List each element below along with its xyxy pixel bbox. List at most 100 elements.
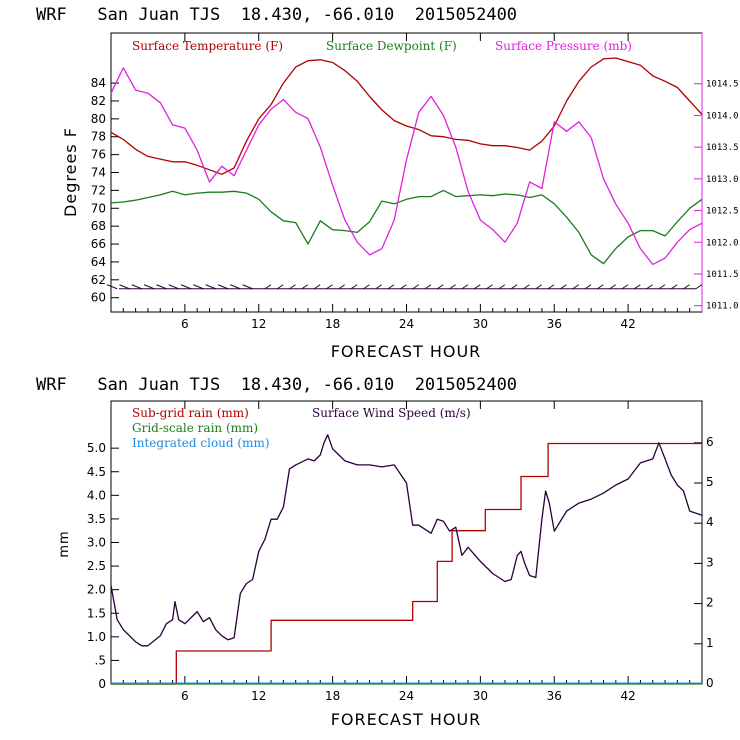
y-tick-label: 4.0 bbox=[87, 488, 106, 502]
x-tick-label: 12 bbox=[251, 317, 266, 331]
x-tick-label: 42 bbox=[620, 317, 635, 331]
top-chart-title: WRF San Juan TJS 18.430, -66.010 2015052… bbox=[36, 5, 517, 25]
y-tick-label: 3.5 bbox=[87, 512, 106, 526]
series-line-dewpoint bbox=[110, 189, 703, 265]
bottom-chart-legend: Sub-grid rain (mm) Grid-scale rain (mm) … bbox=[132, 406, 471, 450]
y-tick-label: 4.5 bbox=[87, 465, 106, 479]
top-chart-ylabel: Degrees F bbox=[61, 127, 80, 217]
y-tick-label: 0 bbox=[98, 677, 106, 691]
wind-barb bbox=[572, 284, 579, 290]
legend-surface-wind-speed: Surface Wind Speed (m/s) bbox=[312, 406, 471, 420]
y2-tick-label: 0 bbox=[706, 676, 714, 690]
wind-barb bbox=[473, 284, 481, 290]
y-tick-label: 62 bbox=[91, 273, 106, 287]
wind-barb bbox=[326, 284, 333, 290]
top-chart-wind-barbs bbox=[106, 284, 703, 290]
series-line-wind bbox=[110, 434, 703, 647]
top-chart-series bbox=[110, 57, 703, 266]
wind-barb bbox=[412, 284, 419, 290]
bottom-chart-y2-ticks: 0 1 2 3 4 5 6 bbox=[694, 435, 714, 690]
y-tick-label: 60 bbox=[91, 291, 106, 305]
y-tick-label: 68 bbox=[91, 219, 106, 233]
wind-barb bbox=[400, 284, 407, 290]
legend-surface-temperature: Surface Temperature (F) bbox=[132, 39, 283, 53]
y-tick-label: 64 bbox=[91, 255, 106, 269]
wind-barb bbox=[156, 284, 167, 290]
y2-tick-label: 1 bbox=[706, 636, 714, 650]
wind-barb bbox=[695, 284, 703, 290]
legend-gridscale-rain: Grid-scale rain (mm) bbox=[132, 421, 258, 435]
wind-barb bbox=[363, 284, 370, 290]
legend-integrated-cloud: Integrated cloud (mm) bbox=[132, 436, 270, 450]
wind-barb bbox=[609, 284, 616, 290]
top-chart-frame bbox=[110, 32, 703, 313]
wind-barb bbox=[301, 284, 309, 290]
y2-tick-label: 1013.5 bbox=[706, 143, 739, 153]
wind-barb bbox=[634, 284, 641, 290]
wind-barb bbox=[242, 284, 253, 290]
wind-barb bbox=[424, 284, 432, 290]
wind-barb bbox=[230, 284, 241, 290]
top-chart-xlabel: FORECAST HOUR bbox=[331, 342, 482, 361]
y-tick-label: 74 bbox=[91, 166, 106, 180]
wind-barb bbox=[387, 284, 395, 290]
x-tick-label: 12 bbox=[251, 689, 266, 703]
wind-barb bbox=[350, 284, 358, 290]
wind-barb bbox=[486, 284, 493, 290]
wind-barb bbox=[646, 284, 653, 290]
wind-barb bbox=[193, 284, 204, 290]
y-tick-label: .5 bbox=[95, 653, 106, 667]
wind-barb bbox=[437, 284, 444, 290]
x-tick-label: 30 bbox=[473, 317, 488, 331]
top-chart-y-ticks: 60 62 64 66 68 70 72 74 76 78 80 82 84 bbox=[91, 76, 119, 305]
wind-barb bbox=[289, 284, 296, 290]
y-tick-label: 2.5 bbox=[87, 559, 106, 573]
y-tick-label: 2.0 bbox=[87, 583, 106, 597]
y-tick-label: 1.5 bbox=[87, 606, 106, 620]
y-tick-label: 70 bbox=[91, 201, 106, 215]
y-tick-label: 3.0 bbox=[87, 536, 106, 550]
wind-barb bbox=[143, 284, 155, 290]
wind-barb bbox=[658, 284, 666, 290]
x-tick-label: 36 bbox=[547, 689, 562, 703]
y2-tick-label: 2 bbox=[706, 596, 714, 610]
wind-barb bbox=[523, 284, 530, 290]
x-tick-label: 42 bbox=[620, 689, 635, 703]
wind-barb bbox=[670, 284, 678, 290]
x-tick-label: 18 bbox=[325, 317, 340, 331]
series-line-subgrid bbox=[111, 442, 702, 685]
y-tick-label: 84 bbox=[91, 76, 106, 90]
wind-barb bbox=[461, 284, 469, 290]
wind-barb bbox=[205, 284, 216, 290]
y-tick-label: 76 bbox=[91, 148, 106, 162]
wind-barb bbox=[276, 284, 284, 290]
bottom-chart-series bbox=[110, 434, 703, 685]
x-tick-label: 24 bbox=[399, 689, 414, 703]
wind-barb bbox=[597, 284, 604, 290]
wind-barb bbox=[498, 284, 506, 290]
y-tick-label: 80 bbox=[91, 112, 106, 126]
y2-tick-label: 1011.0 bbox=[706, 302, 739, 312]
x-tick-label: 18 bbox=[325, 689, 340, 703]
wind-barb bbox=[131, 284, 142, 290]
top-chart-x-ticks: 6 12 18 24 30 36 42 bbox=[122, 33, 691, 331]
wind-barb bbox=[338, 284, 346, 290]
top-chart-y2-ticks: 1011.0 1011.5 1012.0 1012.5 1013.0 1013.5 1014… bbox=[694, 80, 739, 312]
series-line-temperature bbox=[110, 57, 703, 175]
wind-barb bbox=[168, 284, 179, 290]
x-tick-label: 6 bbox=[181, 689, 189, 703]
wind-barb bbox=[621, 284, 629, 290]
y2-tick-label: 1014.0 bbox=[706, 111, 739, 121]
y-tick-label: 82 bbox=[91, 94, 106, 108]
wind-barb bbox=[106, 284, 118, 290]
y-tick-label: 5.0 bbox=[87, 441, 106, 455]
y2-tick-label: 1012.5 bbox=[706, 207, 739, 217]
y2-tick-label: 5 bbox=[706, 475, 714, 489]
wind-barb bbox=[683, 284, 690, 290]
wind-barb bbox=[180, 284, 192, 290]
wind-barb bbox=[449, 284, 456, 290]
wind-barb bbox=[217, 284, 229, 290]
wind-barb bbox=[584, 284, 592, 290]
wind-barb bbox=[375, 284, 382, 290]
